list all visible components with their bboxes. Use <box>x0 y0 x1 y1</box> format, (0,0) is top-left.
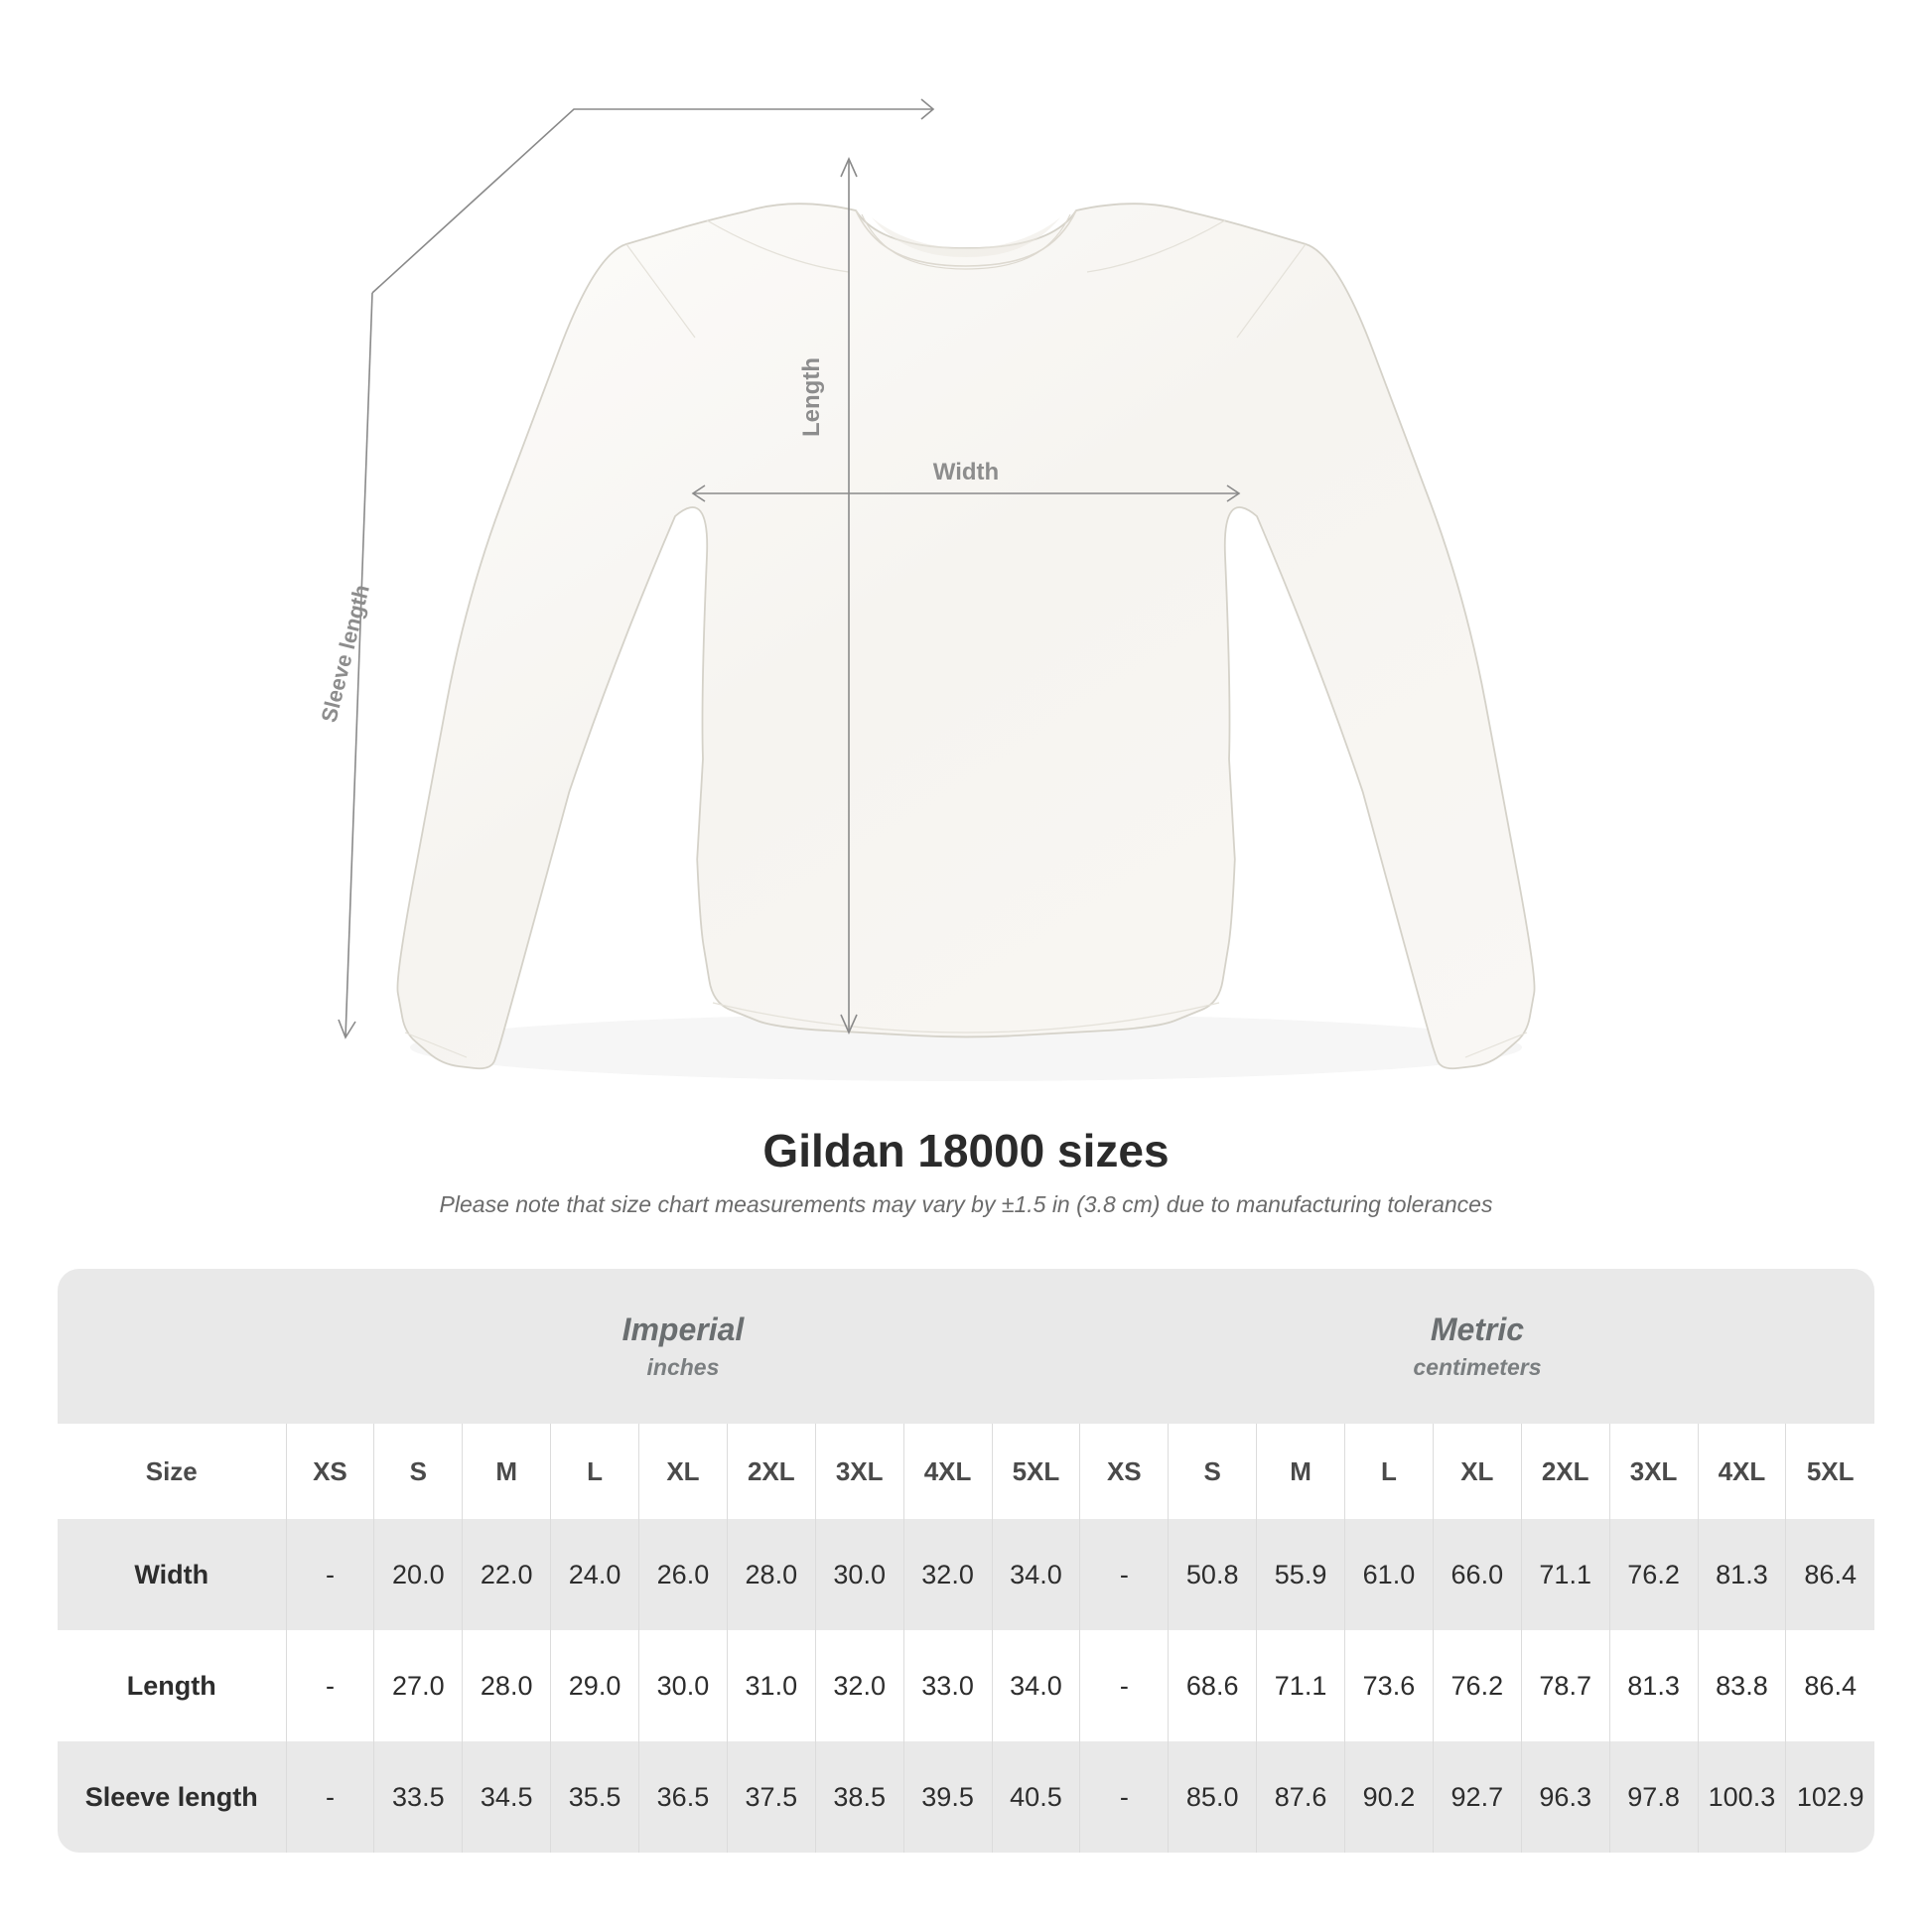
svg-text:Width: Width <box>933 459 999 485</box>
svg-text:Sleeve length: Sleeve length <box>316 582 374 725</box>
svg-text:Length: Length <box>798 357 825 437</box>
